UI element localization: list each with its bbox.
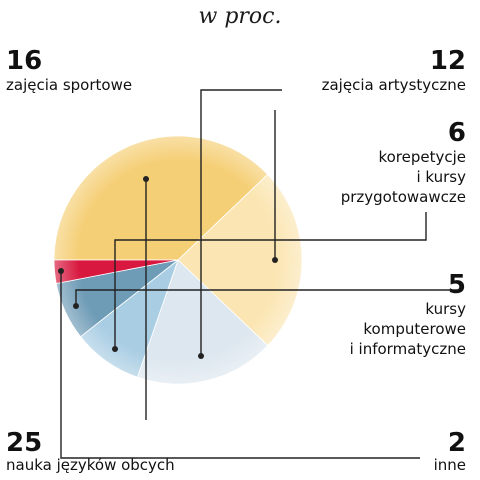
value-label-arts: 12 — [429, 46, 466, 76]
value-label-languages: 25 — [6, 428, 43, 458]
leader-line-other — [60, 271, 420, 459]
category-label-computer-1: kursy — [425, 300, 466, 318]
category-label-languages: nauka języków obcych — [6, 456, 175, 474]
chart-subtitle: w proc. — [198, 4, 282, 29]
leader-dot-other — [58, 268, 64, 274]
leader-dot-computer — [73, 303, 79, 309]
leader-line-arts — [200, 89, 282, 356]
leader-lines — [58, 89, 460, 459]
value-label-sports: 16 — [6, 46, 43, 76]
leader-line-tutoring — [114, 212, 427, 349]
value-label-other: 2 — [447, 428, 466, 458]
value-label-tutoring: 6 — [447, 118, 466, 148]
leader-line-computer — [75, 289, 460, 306]
pie-rim — [54, 136, 302, 384]
category-label-sports: zajęcia sportowe — [6, 76, 133, 94]
leader-dot-arts — [198, 353, 204, 359]
leader-dot-languages — [143, 176, 149, 182]
leader-dot-sports — [272, 257, 278, 263]
category-label-tutoring-2: i kursy — [416, 168, 466, 186]
category-label-computer-3: i informatyczne — [349, 340, 466, 358]
category-label-tutoring-3: przygotowawcze — [340, 188, 466, 206]
category-label-tutoring-1: korepetycje — [378, 148, 466, 166]
pie-slices — [53, 135, 303, 385]
category-label-computer-2: komputerowe — [363, 320, 466, 338]
leader-dot-tutoring — [112, 346, 118, 352]
category-label-other: inne — [433, 456, 466, 474]
category-label-arts: zajęcia artystyczne — [321, 76, 466, 94]
value-label-computer: 5 — [447, 270, 466, 300]
